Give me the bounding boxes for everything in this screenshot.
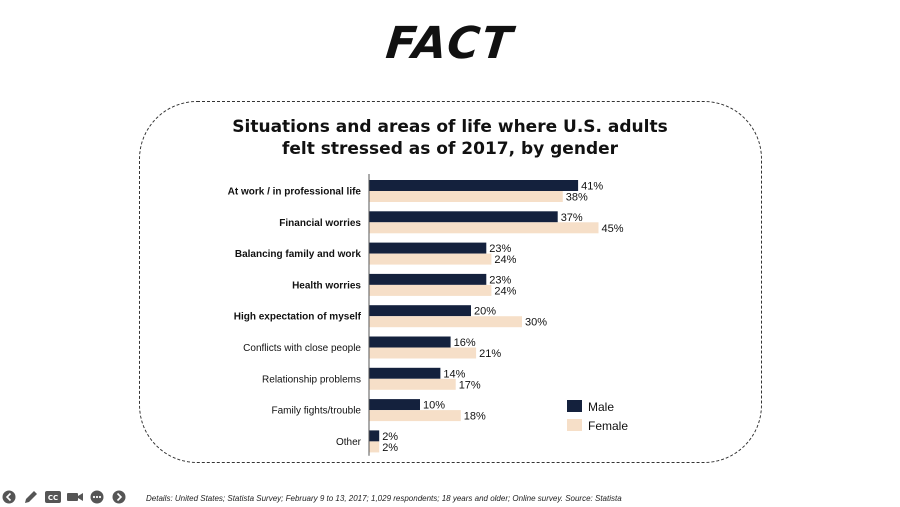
bar-female [369, 441, 380, 453]
pen-icon[interactable] [22, 489, 40, 505]
footnote: Details: United States; Statista Survey;… [146, 494, 622, 503]
category-label: High expectation of myself [234, 312, 362, 323]
data-label: 14% [443, 368, 465, 380]
bar-male [369, 211, 558, 223]
bar-female [369, 378, 456, 390]
data-label: 23% [489, 274, 511, 286]
bar-female [369, 316, 522, 328]
bar-male [369, 180, 579, 191]
more-icon[interactable] [88, 489, 106, 505]
bar-female [369, 253, 492, 265]
data-label: 17% [459, 379, 481, 391]
bar-male [369, 399, 420, 411]
category-label: Balancing family and work [235, 249, 362, 260]
player-controls: CC [0, 489, 128, 507]
camera-icon[interactable] [66, 489, 84, 505]
bar-female [369, 410, 461, 422]
category-label: Health worries [292, 280, 361, 291]
data-label: 2% [382, 442, 398, 454]
data-label: 2% [382, 431, 398, 443]
bar-male [369, 273, 487, 285]
data-label: 30% [525, 317, 547, 329]
legend-label: Male [588, 400, 614, 414]
previous-icon[interactable] [0, 489, 18, 505]
category-label: At work / in professional life [228, 187, 362, 198]
chart-title-line-2: felt stressed as of 2017, by gender [281, 139, 619, 159]
legend-swatch-male [567, 400, 582, 412]
data-label: 18% [464, 411, 486, 423]
chart-title: Situations and areas of life where U.S. … [200, 116, 700, 160]
data-label: 24% [494, 285, 516, 297]
data-label: 23% [489, 243, 511, 255]
data-label: 45% [602, 223, 624, 235]
data-label: 10% [423, 400, 445, 412]
bar-female [369, 191, 563, 202]
category-label: Family fights/trouble [272, 406, 362, 417]
data-label: 20% [474, 306, 496, 318]
category-label: Relationship problems [262, 374, 361, 385]
bar-female [369, 347, 477, 359]
chart-title-line-1: Situations and areas of life where U.S. … [232, 117, 668, 137]
next-icon[interactable] [110, 489, 128, 505]
bar-male [369, 336, 451, 348]
category-label: Financial worries [279, 218, 361, 229]
data-label: 24% [494, 254, 516, 266]
data-label: 21% [479, 348, 501, 360]
data-label: 38% [566, 192, 588, 204]
legend-label: Female [588, 419, 628, 433]
bar-female [369, 284, 492, 296]
category-label: Other [336, 437, 362, 448]
data-label: 41% [581, 181, 603, 193]
dashed-frame [139, 101, 762, 463]
closed-captions-icon[interactable]: CC [44, 489, 62, 505]
bar-male [369, 367, 441, 379]
bar-male [369, 242, 487, 254]
svg-text:CC: CC [48, 494, 58, 502]
bar-male [369, 305, 471, 317]
legend-swatch-female [567, 419, 582, 431]
data-label: 16% [454, 337, 476, 349]
bar-female [369, 222, 599, 234]
category-label: Conflicts with close people [243, 343, 361, 354]
data-label: 37% [561, 212, 583, 224]
bar-male [369, 430, 380, 442]
